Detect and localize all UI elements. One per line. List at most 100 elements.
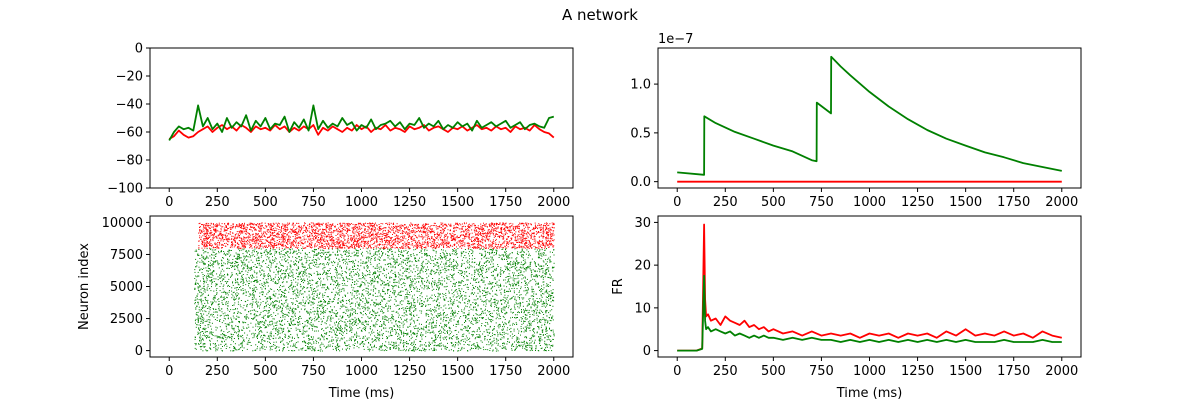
raster-spike-excitatory [523,290,525,292]
raster-spike-excitatory [538,328,540,330]
raster-spike-excitatory [506,276,508,278]
raster-spike-excitatory [378,277,380,279]
raster-spike-excitatory [311,289,313,291]
raster-spike-excitatory [356,255,358,257]
raster-spike-excitatory [408,300,410,302]
raster-spike-excitatory [530,269,532,271]
raster-spike-excitatory [374,280,376,282]
raster-spike-excitatory [536,270,538,272]
raster-spike-excitatory [380,347,382,349]
raster-spike-excitatory [371,279,373,281]
raster-spike-excitatory [292,303,294,305]
raster-spike-excitatory [284,333,286,335]
raster-spike-excitatory [336,269,338,271]
raster-spike-excitatory [460,349,462,351]
raster-spike-excitatory [329,272,331,274]
raster-spike-excitatory [199,291,200,293]
raster-spike-excitatory [357,255,359,257]
raster-spike-excitatory [394,251,396,253]
raster-spike-excitatory [325,301,327,302]
raster-spike-excitatory [520,303,522,304]
raster-spike-excitatory [497,300,499,302]
raster-spike-excitatory [287,327,289,329]
raster-spike-excitatory [205,277,207,279]
raster-spike-excitatory [552,344,554,346]
raster-spike-excitatory [349,299,350,301]
raster-spike-excitatory [487,291,489,293]
raster-spike-excitatory [311,318,313,320]
raster-spike-excitatory [327,273,329,274]
raster-spike-excitatory [418,291,420,292]
raster-spike-excitatory [522,263,524,265]
raster-spike-excitatory [235,294,237,296]
raster-spike-excitatory [199,310,201,312]
raster-spike-excitatory [352,266,353,268]
raster-spike-excitatory [467,314,468,316]
raster-spike-excitatory [221,300,223,302]
raster-spike-excitatory [276,334,278,336]
raster-spike-excitatory [383,267,385,269]
raster-spike-excitatory [497,333,499,335]
raster-spike-excitatory [430,313,432,315]
raster-spike-excitatory [538,336,540,338]
raster-spike-excitatory [535,265,537,267]
raster-spike-excitatory [270,266,272,268]
raster-spike-excitatory [474,338,476,340]
raster-spike-excitatory [351,331,353,333]
raster-spike-excitatory [421,310,423,312]
raster-spike-excitatory [245,318,247,319]
raster-spike-excitatory [356,331,357,333]
raster-spike-excitatory [308,328,310,330]
raster-spike-excitatory [470,253,472,254]
raster-spike-excitatory [326,251,328,253]
raster-spike-excitatory [214,345,216,347]
raster-spike-excitatory [388,318,390,320]
raster-spike-excitatory [553,334,555,336]
raster-spike-excitatory [283,285,285,287]
raster-spike-excitatory [477,298,478,300]
raster-spike-excitatory [492,259,494,261]
raster-spike-excitatory [231,287,233,289]
raster-spike-excitatory [278,330,280,332]
raster-spike-excitatory [200,299,202,301]
raster-spike-excitatory [399,263,400,265]
raster-spike-excitatory [241,329,242,331]
raster-spike-excitatory [353,336,354,338]
raster-spike-excitatory [238,331,240,333]
raster-spike-excitatory [233,296,235,298]
raster-spike-excitatory [475,279,476,281]
raster-spike-excitatory [382,343,383,345]
raster-spike-excitatory [305,300,307,302]
raster-spike-excitatory [221,341,223,343]
raster-spike-excitatory [204,258,206,260]
raster-spike-excitatory [502,348,504,349]
raster-spike-excitatory [465,292,467,294]
raster-spike-excitatory [357,250,359,252]
raster-spike-excitatory [519,304,521,306]
raster-spike-excitatory [250,259,252,261]
raster-spike-excitatory [531,272,533,274]
raster-spike-excitatory [233,327,235,329]
raster-spike-excitatory [215,311,217,313]
raster-spike-excitatory [536,306,538,308]
raster-spike-excitatory [264,335,266,337]
raster-spike-excitatory [292,320,294,322]
raster-spike-excitatory [359,285,361,287]
raster-spike-excitatory [483,280,485,282]
raster-spike-excitatory [336,350,337,352]
raster-spike-excitatory [435,283,437,285]
raster-spike-excitatory [534,279,536,281]
raster-spike-excitatory [306,287,308,289]
raster-spike-excitatory [453,268,454,270]
raster-spike-excitatory [415,258,417,259]
raster-spike-excitatory [224,336,226,338]
raster-spike-excitatory [551,345,553,346]
raster-spike-excitatory [372,266,374,268]
raster-spike-excitatory [260,322,262,324]
raster-spike-excitatory [349,314,351,316]
raster-spike-excitatory [427,331,429,333]
raster-spike-excitatory [252,289,254,291]
raster-spike-excitatory [281,273,283,275]
raster-spike-excitatory [444,256,446,258]
raster-spike-excitatory [349,315,351,317]
